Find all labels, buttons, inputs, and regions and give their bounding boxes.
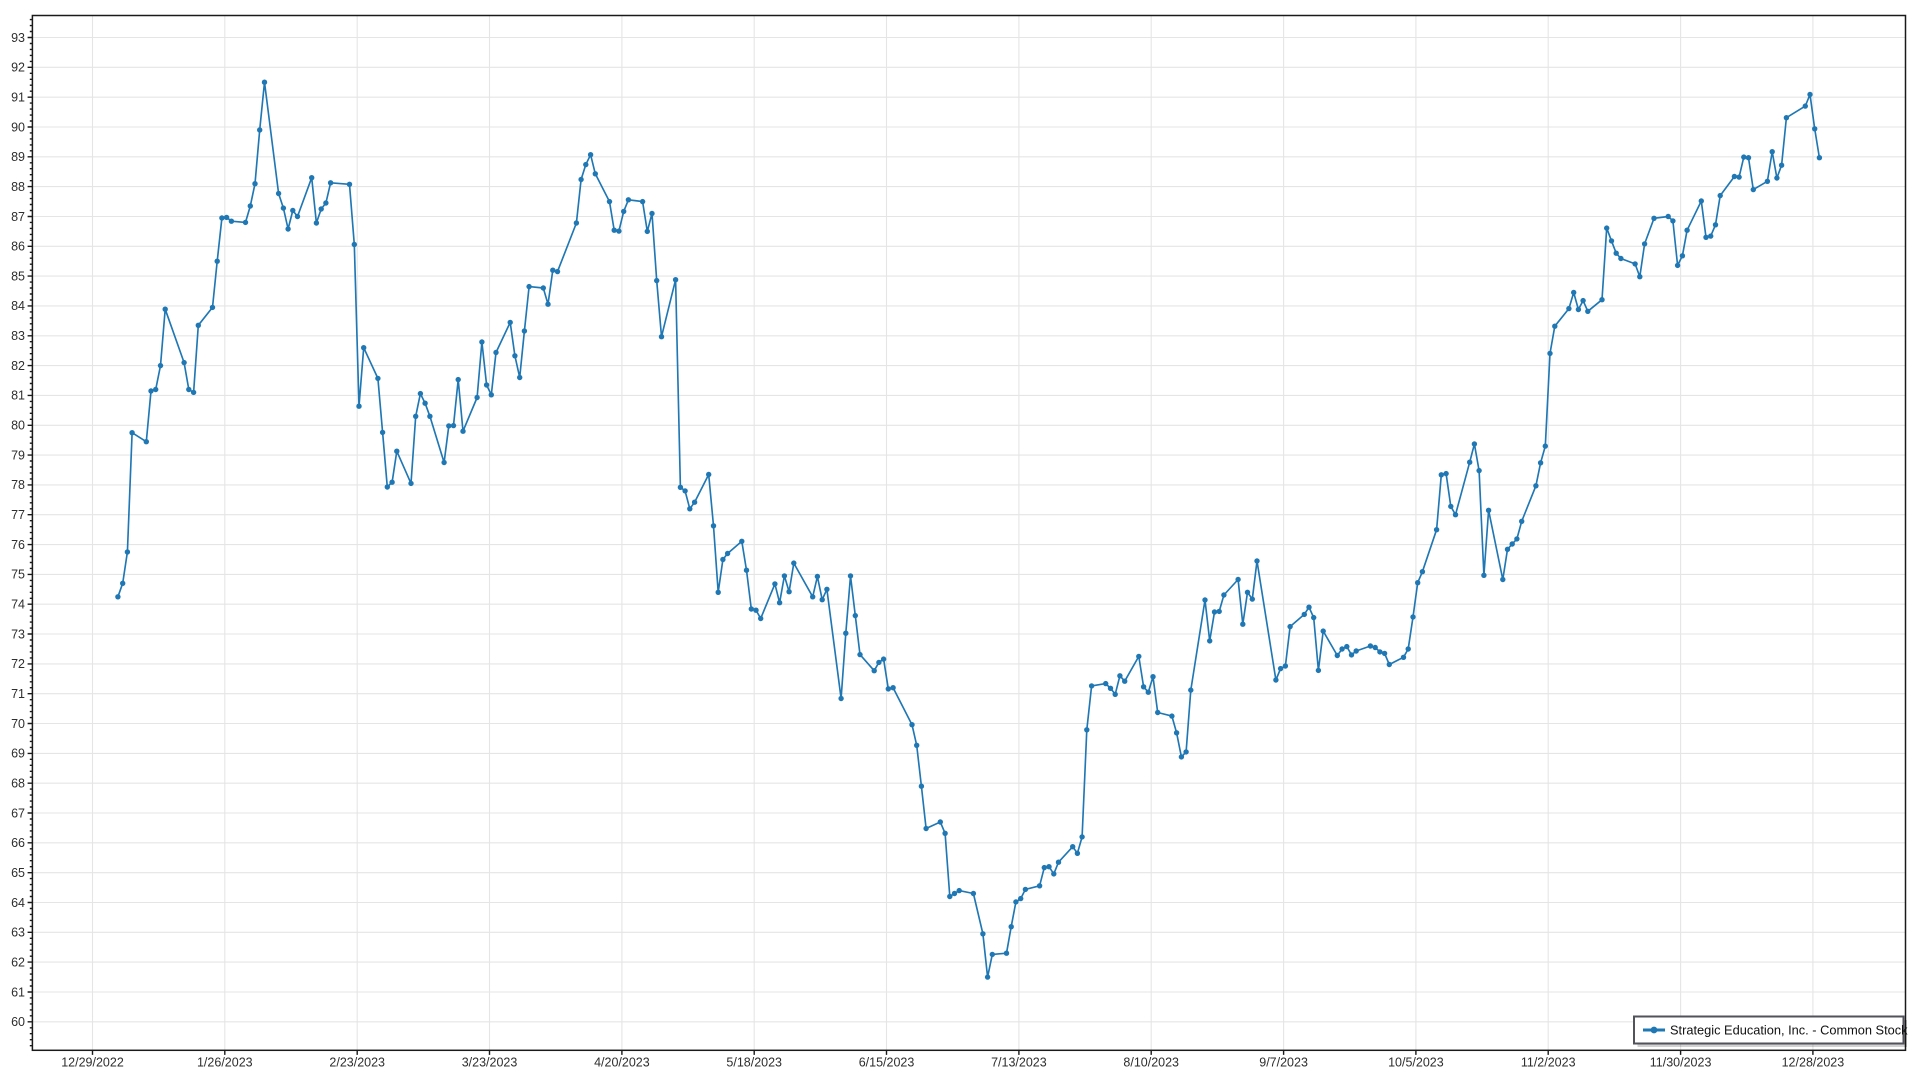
svg-text:80: 80 bbox=[11, 419, 25, 433]
svg-text:3/23/2023: 3/23/2023 bbox=[462, 1056, 518, 1070]
svg-text:91: 91 bbox=[11, 91, 25, 105]
svg-text:62: 62 bbox=[11, 955, 25, 969]
svg-text:69: 69 bbox=[11, 747, 25, 761]
svg-text:85: 85 bbox=[11, 269, 25, 283]
svg-text:70: 70 bbox=[11, 717, 25, 731]
svg-text:72: 72 bbox=[11, 657, 25, 671]
svg-text:92: 92 bbox=[11, 61, 25, 75]
svg-text:2/23/2023: 2/23/2023 bbox=[329, 1056, 385, 1070]
svg-text:83: 83 bbox=[11, 329, 25, 343]
svg-text:12/28/2023: 12/28/2023 bbox=[1782, 1056, 1845, 1070]
svg-text:60: 60 bbox=[11, 1015, 25, 1029]
svg-text:73: 73 bbox=[11, 627, 25, 641]
svg-text:11/2/2023: 11/2/2023 bbox=[1521, 1056, 1576, 1070]
svg-text:75: 75 bbox=[11, 568, 25, 582]
svg-text:66: 66 bbox=[11, 836, 25, 850]
svg-text:84: 84 bbox=[11, 299, 25, 313]
svg-text:5/18/2023: 5/18/2023 bbox=[726, 1056, 782, 1070]
svg-text:86: 86 bbox=[11, 240, 25, 254]
svg-text:63: 63 bbox=[11, 926, 25, 940]
svg-text:7/13/2023: 7/13/2023 bbox=[991, 1056, 1047, 1070]
svg-text:71: 71 bbox=[11, 687, 25, 701]
svg-text:12/29/2022: 12/29/2022 bbox=[61, 1056, 124, 1070]
svg-text:77: 77 bbox=[11, 508, 25, 522]
svg-text:4/20/2023: 4/20/2023 bbox=[594, 1056, 650, 1070]
svg-text:67: 67 bbox=[11, 806, 25, 820]
svg-text:61: 61 bbox=[11, 985, 25, 999]
svg-text:89: 89 bbox=[11, 150, 25, 164]
svg-text:9/7/2023: 9/7/2023 bbox=[1259, 1056, 1308, 1070]
svg-text:93: 93 bbox=[11, 31, 25, 45]
svg-text:79: 79 bbox=[11, 448, 25, 462]
svg-text:74: 74 bbox=[11, 598, 25, 612]
svg-text:64: 64 bbox=[11, 896, 25, 910]
svg-text:65: 65 bbox=[11, 866, 25, 880]
svg-text:Strategic Education, Inc. - Co: Strategic Education, Inc. - Common Stock bbox=[1670, 1023, 1908, 1038]
svg-text:10/5/2023: 10/5/2023 bbox=[1388, 1056, 1444, 1070]
svg-text:76: 76 bbox=[11, 538, 25, 552]
svg-text:81: 81 bbox=[11, 389, 25, 403]
svg-text:88: 88 bbox=[11, 180, 25, 194]
svg-text:8/10/2023: 8/10/2023 bbox=[1123, 1056, 1179, 1070]
svg-text:90: 90 bbox=[11, 120, 25, 134]
svg-text:87: 87 bbox=[11, 210, 25, 224]
svg-text:11/30/2023: 11/30/2023 bbox=[1650, 1056, 1712, 1070]
svg-text:78: 78 bbox=[11, 478, 25, 492]
svg-text:68: 68 bbox=[11, 777, 25, 791]
svg-text:1/26/2023: 1/26/2023 bbox=[197, 1056, 253, 1070]
svg-text:6/15/2023: 6/15/2023 bbox=[859, 1056, 915, 1070]
svg-text:82: 82 bbox=[11, 359, 25, 373]
